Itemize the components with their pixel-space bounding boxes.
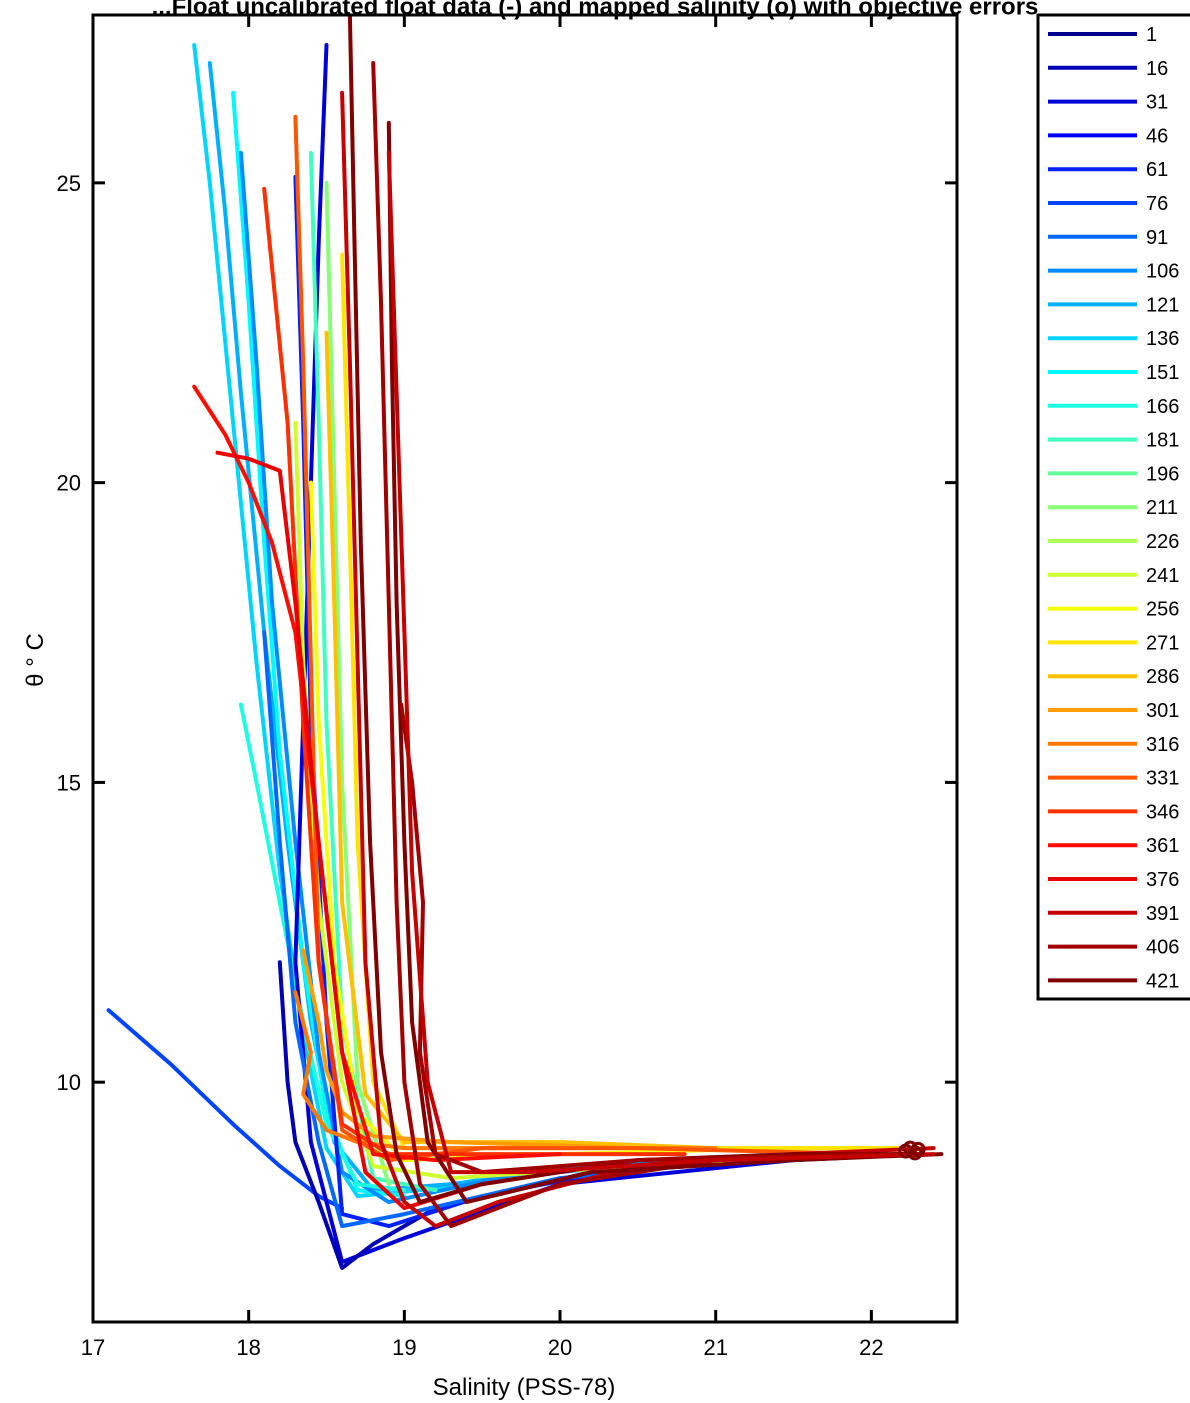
- legend-label: 181: [1146, 430, 1179, 452]
- legend-label: 226: [1146, 531, 1179, 553]
- legend-label: 331: [1146, 768, 1179, 790]
- legend-label: 31: [1146, 92, 1168, 114]
- legend-label: 211: [1146, 497, 1178, 519]
- series-line-19: [293, 114, 874, 1163]
- x-tick-label: 22: [859, 1335, 883, 1360]
- legend-label: 1: [1146, 24, 1157, 46]
- x-axis-label: Salinity (PSS-78): [433, 1374, 616, 1401]
- legend-label: 256: [1146, 599, 1179, 621]
- series-line-28: [386, 150, 936, 1175]
- legend-label: 301: [1146, 700, 1179, 722]
- series-group: [106, 15, 944, 1270]
- legend-label: 361: [1146, 835, 1179, 857]
- legend-label: 151: [1146, 362, 1179, 384]
- marker-group: [898, 1140, 926, 1161]
- x-tick-label: 17: [81, 1335, 105, 1360]
- y-tick-label: 10: [57, 1070, 81, 1095]
- legend-label: 136: [1146, 328, 1179, 350]
- series-line-27: [399, 702, 874, 1175]
- legend-label: 391: [1146, 903, 1179, 925]
- legend-label: 346: [1146, 801, 1179, 823]
- legend-label: 76: [1146, 193, 1168, 215]
- legend-label: 286: [1146, 666, 1179, 688]
- legend-label: 61: [1146, 159, 1168, 181]
- legend-label: 166: [1146, 396, 1179, 418]
- x-tick-label: 18: [236, 1335, 260, 1360]
- series-line-16: [324, 330, 718, 1151]
- y-tick-label: 25: [57, 171, 81, 196]
- series-line-20: [262, 186, 687, 1157]
- x-tick-label: 21: [703, 1335, 727, 1360]
- legend-label: 121: [1146, 294, 1179, 316]
- plot-frame: [91, 13, 959, 1324]
- legend-label: 46: [1146, 125, 1168, 147]
- series-line-1: [106, 1008, 345, 1211]
- legend-label: 421: [1146, 970, 1179, 992]
- series-line-7: [293, 43, 921, 1264]
- legend-label: 106: [1146, 261, 1179, 283]
- series-line-11: [308, 150, 438, 1193]
- series-line-24: [371, 61, 905, 1229]
- series-line-12: [324, 180, 391, 1187]
- x-axis-ticks: 17 18 19 20 21 22: [81, 15, 884, 1360]
- legend-label: 16: [1146, 58, 1168, 80]
- legend-label: 241: [1146, 565, 1179, 587]
- y-tick-label: 20: [57, 471, 81, 496]
- mapped-salinity-marker: [910, 1141, 926, 1157]
- legend-label: 271: [1146, 632, 1179, 654]
- legend-label: 406: [1146, 937, 1179, 959]
- y-axis-label: θ ° C: [22, 633, 49, 687]
- x-tick-label: 20: [548, 1335, 572, 1360]
- x-tick-label: 19: [392, 1335, 416, 1360]
- legend-label: 376: [1146, 869, 1179, 891]
- legend-label: 196: [1146, 463, 1179, 485]
- y-tick-label: 15: [57, 770, 81, 795]
- series-line-26: [386, 120, 944, 1205]
- legend: 1 16 31 46 61 76 91 106 121 136 151 166 181 196 211 226…: [1036, 13, 1190, 1001]
- legend-items: 1 16 31 46 61 76 91 106 121 136 151 166 181 196 211 226…: [1048, 24, 1179, 992]
- legend-label: 316: [1146, 734, 1179, 756]
- y-axis-ticks: 10 15 20 25: [57, 171, 957, 1095]
- legend-label: 91: [1146, 227, 1168, 249]
- chart-title: ...Float uncalibrated float data (-) and…: [152, 0, 1039, 20]
